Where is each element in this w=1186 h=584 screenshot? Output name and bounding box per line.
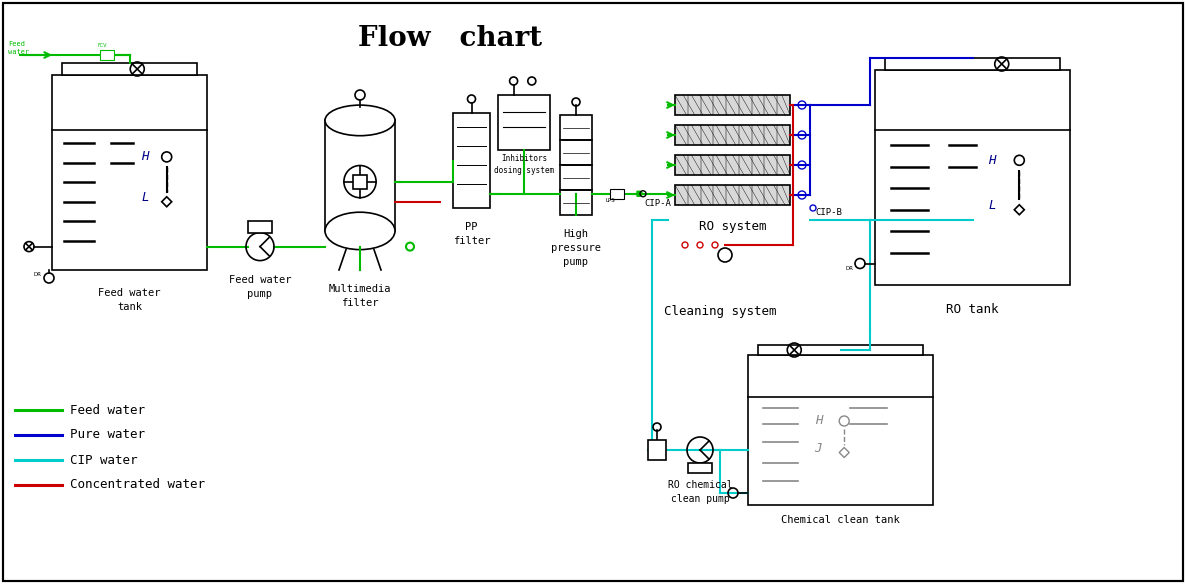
Ellipse shape [325, 105, 395, 135]
Bar [648, 440, 667, 460]
Text: Concentrated water: Concentrated water [70, 478, 205, 492]
Text: CIP-B: CIP-B [815, 208, 842, 217]
Bar [758, 345, 923, 355]
Text: FCV: FCV [97, 43, 107, 48]
Text: Flow   chart: Flow chart [358, 25, 542, 51]
Ellipse shape [325, 212, 395, 249]
Bar [498, 95, 550, 150]
Bar [560, 115, 592, 140]
Text: Chemical clean tank: Chemical clean tank [782, 515, 900, 525]
Text: H: H [815, 415, 822, 427]
Text: LPS: LPS [606, 198, 616, 203]
Bar [748, 355, 933, 505]
Bar [560, 140, 592, 165]
Bar [688, 463, 712, 473]
Bar [675, 125, 790, 145]
Text: RO system: RO system [699, 220, 766, 233]
Bar [62, 63, 197, 75]
Text: Multimedia
filter: Multimedia filter [329, 284, 391, 308]
Bar [675, 95, 790, 115]
Bar [675, 185, 790, 205]
Text: L: L [141, 192, 148, 204]
Text: Feed
water: Feed water [8, 41, 30, 54]
Bar [560, 165, 592, 190]
Bar [100, 50, 114, 60]
Text: H: H [141, 151, 148, 164]
Bar [353, 175, 366, 189]
Text: Inhibitors
dosing system: Inhibitors dosing system [493, 154, 554, 175]
Text: L: L [988, 199, 996, 212]
Bar [875, 70, 1070, 285]
Bar [52, 75, 208, 270]
Text: J: J [815, 442, 822, 454]
Bar [560, 190, 592, 215]
Bar [248, 221, 272, 232]
Text: CIP water: CIP water [70, 454, 138, 467]
Text: Pure water: Pure water [70, 429, 145, 442]
Text: Cleaning system: Cleaning system [664, 305, 777, 318]
Text: High
pressure
pump: High pressure pump [551, 229, 601, 267]
Text: Feed water
tank: Feed water tank [98, 288, 161, 312]
Bar [885, 58, 1060, 70]
Text: RO tank: RO tank [946, 303, 999, 316]
Text: Feed water
pump: Feed water pump [229, 274, 292, 298]
Bar [453, 113, 490, 208]
Bar [675, 155, 790, 175]
Text: CIP-A: CIP-A [644, 199, 671, 208]
FancyArrow shape [637, 191, 643, 196]
Text: PP
filter: PP filter [453, 222, 490, 246]
Text: RO chemical
clean pump: RO chemical clean pump [668, 480, 732, 504]
Text: H: H [988, 154, 996, 167]
Bar [610, 189, 624, 199]
Text: DR: DR [844, 266, 853, 270]
Bar [325, 120, 395, 231]
Text: Feed water: Feed water [70, 404, 145, 416]
Text: DR: DR [34, 272, 42, 277]
